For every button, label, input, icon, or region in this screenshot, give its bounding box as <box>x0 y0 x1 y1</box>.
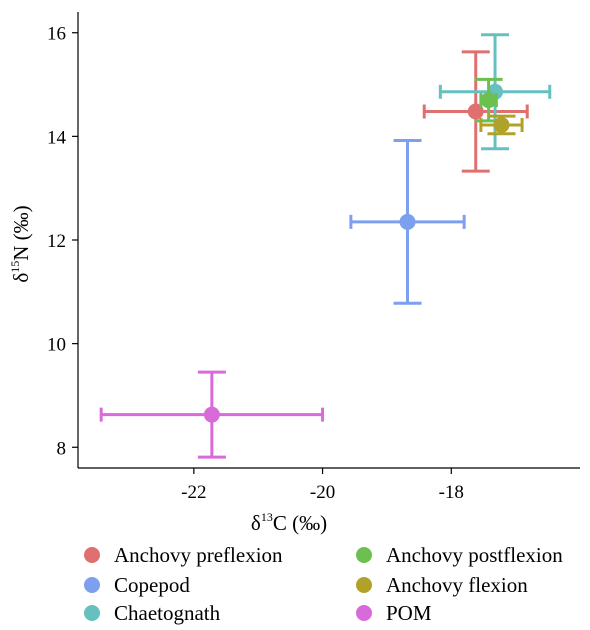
legend-marker <box>84 605 100 621</box>
y-tick-label: 12 <box>47 231 66 252</box>
legend-label: POM <box>386 601 432 625</box>
x-axis-title-prefix: δ <box>251 511 261 535</box>
data-point <box>399 213 416 230</box>
legend-label: Anchovy preflexion <box>114 543 283 567</box>
series-group <box>479 114 524 136</box>
y-ticks: 8 10 12 14 16 <box>47 24 78 459</box>
data-point <box>467 103 484 120</box>
y-tick-label: 14 <box>47 127 67 148</box>
series-group <box>438 33 552 151</box>
legend-label: Anchovy flexion <box>386 573 528 597</box>
legend-marker <box>356 577 372 593</box>
legend-label: Chaetognath <box>114 601 221 625</box>
series-group <box>99 370 325 459</box>
legend-label: Copepod <box>114 573 190 597</box>
x-tick-label: -20 <box>310 482 335 503</box>
data-point <box>203 406 220 423</box>
data-point <box>493 116 510 133</box>
y-axis-title-rest: N (‰) <box>9 205 33 260</box>
y-axis-title-superscript: 15 <box>8 261 22 273</box>
y-axis-title: δ15N (‰) <box>8 205 33 282</box>
x-tick-label: -18 <box>439 482 464 503</box>
legend-marker <box>356 605 372 621</box>
y-tick-label: 10 <box>47 335 66 356</box>
series-layer <box>99 33 552 459</box>
legend-label: Anchovy postflexion <box>386 543 563 567</box>
x-tick-label: -22 <box>181 482 206 503</box>
y-tick-label: 16 <box>47 24 66 45</box>
legend-marker <box>84 577 100 593</box>
x-axis-title-superscript: 13 <box>261 510 273 524</box>
legend-marker <box>356 547 372 563</box>
series-group <box>349 139 466 305</box>
axes <box>77 12 580 469</box>
series-group <box>474 77 503 123</box>
y-axis-title-prefix: δ <box>9 273 33 283</box>
legend: Anchovy preflexion Copepod Chaetognath A… <box>84 543 563 625</box>
x-ticks: -22 -20 -18 <box>181 468 464 503</box>
legend-marker <box>84 547 100 563</box>
x-axis-title-rest: C (‰) <box>273 511 327 535</box>
x-axis-title: δ13C (‰) <box>251 510 327 535</box>
y-tick-label: 8 <box>57 438 67 459</box>
data-point <box>480 92 497 109</box>
series-group <box>422 50 529 173</box>
